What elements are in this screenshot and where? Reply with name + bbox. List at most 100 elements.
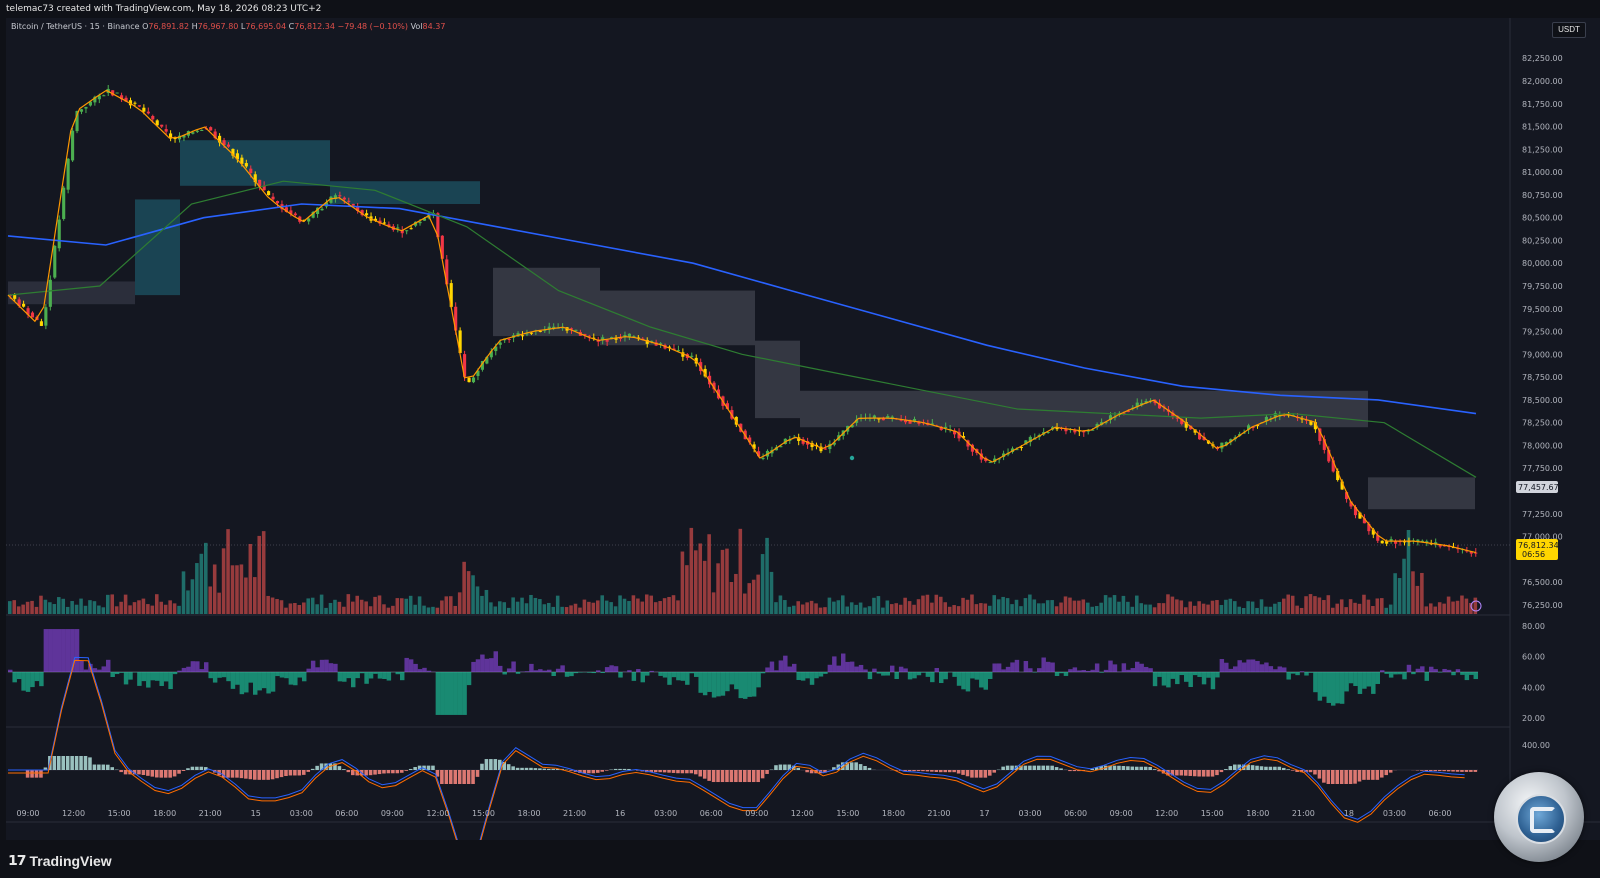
macd-histogram-bar (515, 767, 520, 770)
macd-histogram-bar (858, 764, 863, 770)
rsi-area (1308, 672, 1314, 673)
rsi-area (524, 671, 530, 672)
volume-bar (395, 598, 400, 614)
volume-bar (1014, 599, 1019, 614)
candle-body (316, 207, 320, 214)
volume-bar (1469, 602, 1473, 614)
candle-body (1434, 542, 1438, 544)
rsi-area (1170, 672, 1176, 679)
volume-bar (502, 602, 507, 614)
volume-bar (177, 605, 181, 614)
rsi-area (34, 672, 40, 682)
rsi-area (386, 672, 392, 681)
rsi-area (702, 672, 708, 696)
rsi-area (747, 672, 752, 697)
rsi-area (921, 672, 926, 673)
candle-body (1108, 415, 1113, 420)
macd-histogram-bar (533, 768, 538, 770)
candle-body (111, 90, 115, 96)
volume-bar (119, 601, 123, 614)
macd-histogram-bar (974, 770, 979, 778)
volume-bar (346, 594, 351, 614)
candle-body (614, 338, 618, 340)
candle-body (454, 306, 458, 331)
macd-histogram-bar (787, 764, 792, 770)
rsi-area (489, 658, 494, 672)
candle-body (1367, 523, 1371, 532)
volume-bar (738, 528, 743, 614)
rsi-area (52, 629, 57, 672)
time-tick-label: 15 (251, 809, 261, 818)
candle-body (1322, 439, 1326, 450)
rsi-area (279, 672, 285, 678)
rsi-area (778, 660, 784, 672)
macd-histogram-bar (150, 770, 155, 777)
macd-histogram-bar (1442, 770, 1446, 772)
volume-bar (475, 586, 480, 614)
rsi-area (796, 672, 801, 680)
macd-histogram-bar (1277, 766, 1282, 770)
time-tick-label: 12:00 (1155, 809, 1178, 818)
macd-histogram-bar (172, 770, 177, 777)
volume-bar (689, 527, 694, 614)
rsi-area (1063, 672, 1069, 676)
rsi-area (61, 629, 66, 672)
volume-bar (1344, 607, 1348, 614)
volume-bar (1112, 595, 1117, 614)
rsi-area (729, 672, 735, 685)
rsi-area (854, 666, 859, 672)
volume-bar (881, 607, 885, 614)
candle-body (333, 195, 337, 200)
candle-body (1469, 551, 1473, 554)
coin-emblem-icon (1516, 794, 1566, 844)
time-tick-label: 21:00 (199, 809, 222, 818)
candle-body (828, 443, 832, 450)
volume-bar (511, 597, 515, 614)
volume-bar (573, 603, 578, 614)
rsi-area (324, 659, 329, 672)
volume-bar (498, 601, 502, 614)
rsi-area (1273, 669, 1278, 672)
macd-histogram-bar (1108, 765, 1112, 770)
price-chart[interactable]: 82,250.00 82,000.00 81,750.00 81,500.00 81,2… (0, 0, 1600, 840)
candle-body (436, 213, 440, 238)
rsi-area (506, 668, 512, 672)
tradingview-logo[interactable]: 𝟭𝟳 TradingView (8, 852, 112, 869)
volume-bar (872, 597, 876, 614)
candle-body (1215, 448, 1219, 450)
candle-body (761, 457, 765, 459)
volume-bar (1068, 597, 1072, 614)
macd-histogram-bar (613, 768, 618, 770)
volume-bar (1420, 572, 1424, 614)
rsi-area (159, 672, 164, 686)
macd-histogram-bar (1215, 770, 1219, 776)
macd-tick-label: 400.00 (1522, 741, 1550, 750)
macd-histogram-bar (1264, 766, 1268, 770)
volume-bar (1384, 607, 1389, 614)
volume-bar (640, 601, 645, 614)
candle-body (1220, 442, 1224, 449)
currency-selector[interactable]: USDT (1552, 22, 1586, 38)
rsi-area (1326, 672, 1331, 703)
macd-histogram-bar (743, 770, 747, 783)
rsi-area (743, 672, 748, 699)
candle-body (819, 446, 823, 452)
rsi-area (1130, 668, 1135, 672)
macd-histogram-bar (547, 768, 551, 770)
candle-body (592, 337, 596, 339)
volume-bar (841, 595, 845, 614)
rsi-area (769, 661, 775, 672)
candle-body (17, 299, 21, 306)
rsi-area (8, 669, 13, 672)
volume-bar (836, 600, 841, 614)
macd-histogram-bar (270, 770, 275, 780)
rsi-area (106, 659, 111, 672)
volume-bar (1415, 585, 1420, 614)
volume-bar (680, 551, 685, 614)
rsi-area (1103, 669, 1109, 672)
rsi-area (1282, 667, 1287, 672)
volume-bar (310, 597, 315, 614)
macd-histogram-bar (1170, 770, 1175, 776)
rsi-area (604, 667, 610, 672)
rsi-area (1348, 672, 1354, 684)
